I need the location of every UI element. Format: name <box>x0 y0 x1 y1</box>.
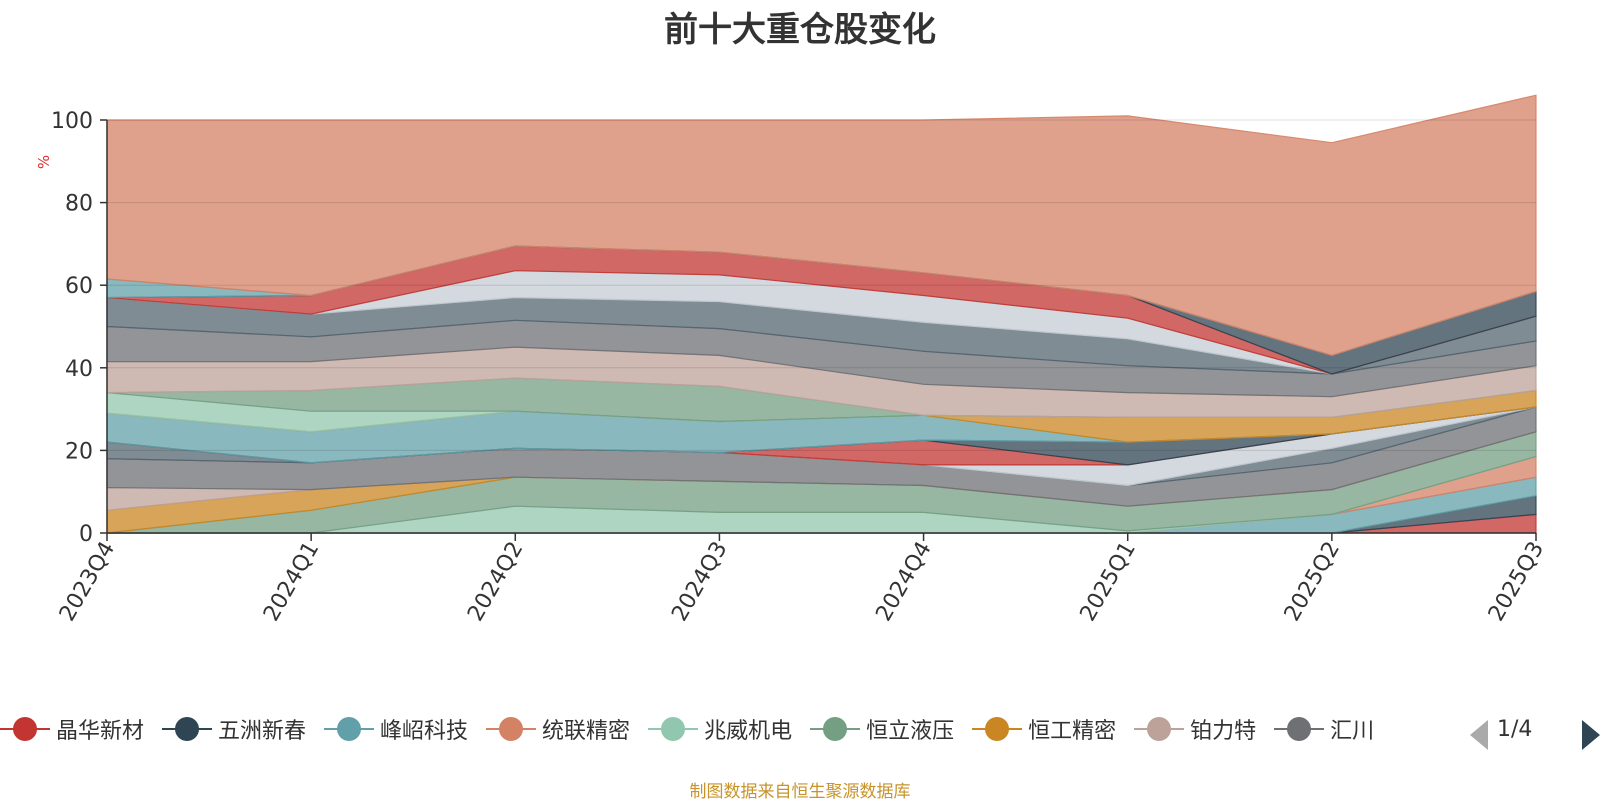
legend-item-2[interactable]: 峰岹科技 <box>324 713 468 745</box>
legend-marker-icon <box>0 716 50 742</box>
x-tick-label-0: 2023Q4 <box>55 538 120 626</box>
legend-marker-icon <box>648 716 699 742</box>
legend-next-page-icon[interactable] <box>1582 720 1600 750</box>
x-tick-label-4: 2024Q4 <box>871 538 936 626</box>
chart-legend: 晶华新材 五洲新春 峰岹科技 统联精密 兆威机电 恒立液压 恒工精密 铂力特 汇川 <box>0 713 1500 753</box>
legend-marker-icon <box>1274 716 1325 742</box>
chart-title: 前十大重仓股变化 <box>664 10 936 50</box>
legend-prev-page-icon[interactable] <box>1470 720 1488 750</box>
y-tick-label-0: 0 <box>79 522 93 547</box>
legend-marker-icon <box>486 716 537 742</box>
x-tick-label-3: 2024Q3 <box>667 538 732 626</box>
legend-marker-icon <box>810 716 861 742</box>
legend-page-indicator: 1/4 <box>1497 717 1533 742</box>
legend-item-6[interactable]: 恒工精密 <box>972 713 1116 745</box>
x-tick-label-7: 2025Q3 <box>1484 538 1549 626</box>
y-tick-label-1: 20 <box>65 439 93 464</box>
legend-label: 汇川 <box>1330 719 1375 744</box>
legend-marker-icon <box>162 716 213 742</box>
legend-item-4[interactable]: 兆威机电 <box>648 713 792 745</box>
legend-label: 晶华新材 <box>56 719 145 744</box>
legend-item-8[interactable]: 汇川 <box>1274 713 1374 745</box>
y-tick-label-2: 40 <box>65 357 93 382</box>
y-tick-label-4: 80 <box>65 192 93 217</box>
legend-item-1[interactable]: 五洲新春 <box>162 713 306 745</box>
x-tick-label-5: 2025Q1 <box>1076 538 1141 626</box>
legend-label: 五洲新春 <box>218 719 307 744</box>
y-tick-label-5: 100 <box>51 109 93 134</box>
x-tick-label-6: 2025Q2 <box>1280 538 1345 626</box>
x-tick-label-1: 2024Q1 <box>259 538 324 626</box>
x-tick-label-2: 2024Q2 <box>463 538 528 626</box>
data-source-footer: 制图数据来自恒生聚源数据库 <box>689 782 911 802</box>
legend-item-7[interactable]: 铂力特 <box>1134 713 1256 745</box>
legend-label: 兆威机电 <box>704 719 793 744</box>
legend-item-0[interactable]: 晶华新材 <box>0 713 144 745</box>
legend-item-5[interactable]: 恒立液压 <box>810 713 954 745</box>
legend-marker-icon <box>324 716 375 742</box>
legend-marker-icon <box>972 716 1023 742</box>
legend-label: 铂力特 <box>1190 719 1257 744</box>
legend-label: 恒立液压 <box>866 719 955 744</box>
y-tick-label-3: 60 <box>65 274 93 299</box>
legend-label: 峰岹科技 <box>380 719 469 744</box>
legend-marker-icon <box>1134 716 1185 742</box>
legend-label: 统联精密 <box>542 719 631 744</box>
y-axis-unit-label: % <box>35 155 53 169</box>
series-areas <box>106 94 1537 534</box>
legend-label: 恒工精密 <box>1028 719 1117 744</box>
area-series-24[interactable] <box>106 94 1537 357</box>
legend-item-3[interactable]: 统联精密 <box>486 713 630 745</box>
